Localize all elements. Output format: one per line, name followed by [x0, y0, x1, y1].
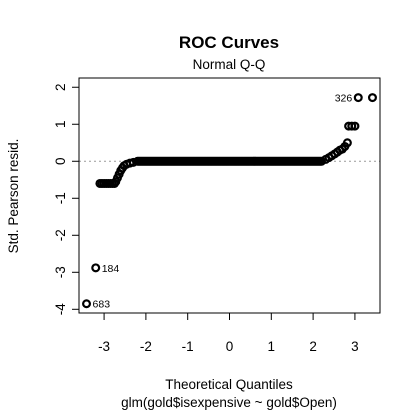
x-tick-label: -3: [98, 339, 110, 354]
point-annotation-label: 326: [335, 93, 353, 105]
point-annotation-label: 184: [102, 263, 120, 275]
y-axis-label: Std. Pearson resid.: [6, 139, 21, 254]
data-point: [350, 121, 360, 131]
y-tick-label: -3: [53, 266, 68, 278]
x-axis-caption: glm(gold$isexpensive ~ gold$Open): [121, 395, 337, 410]
x-tick-label: -1: [182, 339, 194, 354]
data-point: [91, 263, 101, 273]
data-point: [347, 121, 357, 131]
x-tick-label: 2: [309, 339, 317, 354]
chart-title: ROC Curves: [179, 33, 279, 52]
data-point: [367, 93, 377, 103]
x-tick-label: 1: [268, 339, 276, 354]
y-tick-label: -1: [53, 192, 68, 204]
x-axis: -3 -2 -1 0 1 2 3: [98, 312, 359, 354]
y-tick-label: 2: [53, 83, 68, 91]
data-point: [128, 157, 138, 167]
data-point: [342, 138, 352, 148]
point-annotations: 326 184 683: [93, 93, 353, 311]
y-tick-label: 1: [53, 121, 68, 129]
x-axis-label: Theoretical Quantiles: [165, 377, 293, 392]
y-tick-label: -2: [53, 229, 68, 241]
chart-subtitle: Normal Q-Q: [193, 57, 266, 72]
x-tick-label: 3: [351, 339, 359, 354]
y-tick-label: -4: [53, 303, 68, 315]
data-points: [82, 93, 377, 309]
data-point: [353, 93, 363, 103]
plot-frame: [78, 77, 381, 314]
x-tick-label: 0: [226, 339, 234, 354]
y-tick-label: 0: [53, 158, 68, 166]
point-annotation-label: 683: [93, 299, 111, 311]
x-tick-label: -2: [140, 339, 152, 354]
data-point: [82, 299, 92, 309]
y-axis: -4 -3 -2 -1 0 1 2: [53, 83, 80, 315]
